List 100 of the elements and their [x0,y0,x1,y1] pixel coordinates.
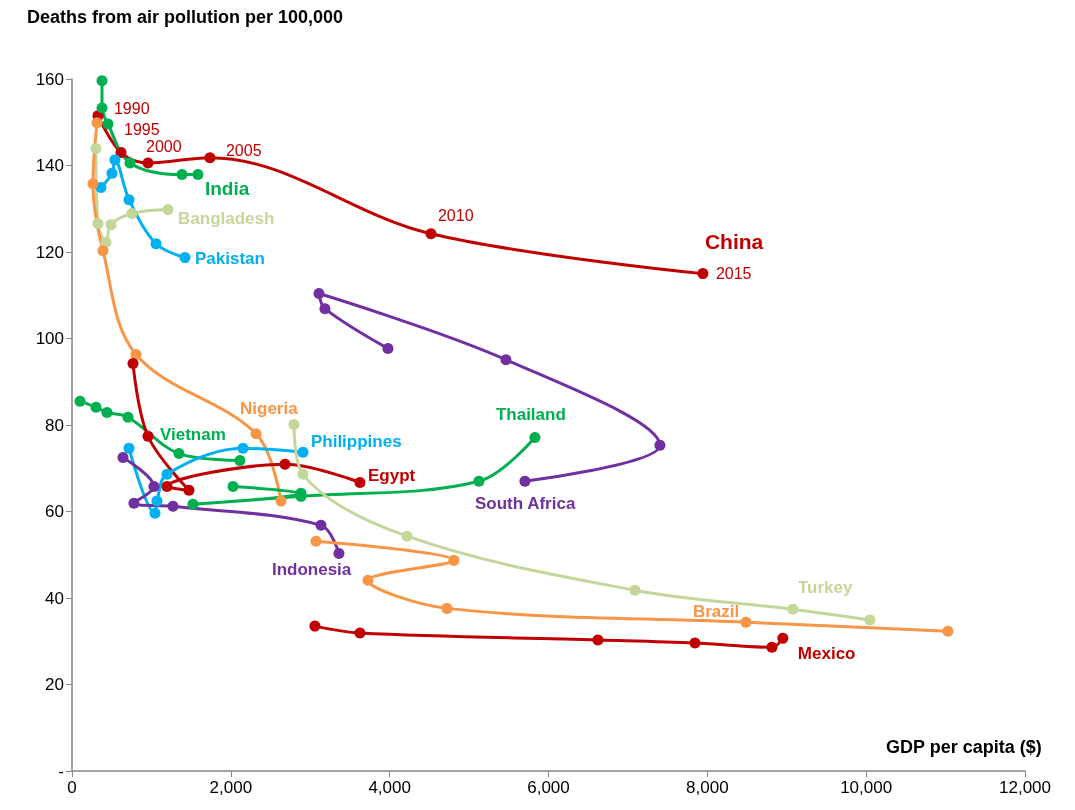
point [173,448,185,460]
point [124,157,136,169]
series-label: Turkey [797,577,853,597]
point [161,480,173,492]
point [250,428,262,440]
point [401,530,413,542]
annotation: 2015 [715,265,752,283]
point [279,458,291,470]
series-label: India [204,178,250,200]
x-tick-label: 6,000 [527,778,570,797]
x-tick-label: 2,000 [209,778,253,797]
point [313,288,325,300]
point [697,268,709,280]
point [309,620,321,632]
annotation: 2000 [146,138,182,156]
point [122,411,134,423]
point [288,419,300,431]
point [142,157,154,169]
point [92,217,104,229]
y-tick-label: - [58,761,64,781]
point [117,451,129,463]
point [629,584,641,596]
point [151,495,163,507]
series-label: Vietnam [159,424,226,444]
point [942,625,954,637]
point [425,228,437,240]
y-tick-label: 140 [35,156,64,175]
point [382,342,394,354]
series-label: Indonesia [271,559,352,579]
x-axis-title: GDP per capita ($) [885,737,1042,757]
point [787,603,799,615]
point [148,480,160,492]
point [362,574,374,586]
point [130,349,142,360]
y-tick-label: 120 [35,242,64,262]
point [310,535,322,547]
y-axis-title: Deaths from air pollution per 100,000 [27,7,344,27]
point [227,480,239,492]
point [297,446,309,458]
y-tick-label: 20 [45,675,64,694]
point [97,245,109,257]
y-tick-label: 80 [45,415,64,435]
point [654,439,666,451]
x-tick-label: 4,000 [368,778,411,797]
y-tick-label: 160 [35,69,64,89]
x-tick-label: 10,000 [840,778,893,797]
point [126,208,138,219]
point [275,495,287,507]
x-tick-label: 8,000 [686,778,729,797]
point [87,178,99,190]
point [689,637,701,649]
point [333,547,345,559]
point [777,632,789,644]
series-label: Brazil [692,601,740,621]
x-tick-label: 12,000 [999,778,1051,797]
series-label: Thailand [495,405,566,425]
point [127,358,139,370]
point [319,303,331,315]
point [766,641,778,653]
point [123,194,135,206]
annotation: 2005 [225,142,262,160]
point [204,152,216,164]
y-tick-label: 100 [35,329,64,348]
annotation: 2010 [437,207,474,225]
point [354,627,366,639]
point [448,554,460,566]
point [192,169,204,181]
series-label: Egypt [367,466,416,486]
point [96,75,108,87]
annotation: 1995 [124,121,160,139]
point [167,500,179,512]
point [101,406,113,418]
point [106,167,118,179]
series-label: Nigeria [240,398,299,418]
point [441,602,453,614]
point [128,497,140,509]
point [354,477,366,489]
point [500,354,512,366]
point [179,252,191,264]
point [150,238,162,250]
series-label: Philippines [310,431,402,451]
point [90,401,102,413]
point [176,169,188,181]
point [115,147,127,159]
point [529,432,541,444]
point [123,442,135,454]
y-tick-label: 40 [45,588,64,608]
x-tick-label: 0 [67,778,77,797]
point [234,454,246,466]
point [519,475,531,487]
point [592,634,604,646]
point [183,484,195,496]
point [142,430,154,442]
point [161,468,173,480]
point [91,117,103,129]
point [96,102,108,114]
point [74,395,86,407]
point [315,519,327,531]
point [187,498,199,510]
series-label: South Africa [474,493,576,513]
